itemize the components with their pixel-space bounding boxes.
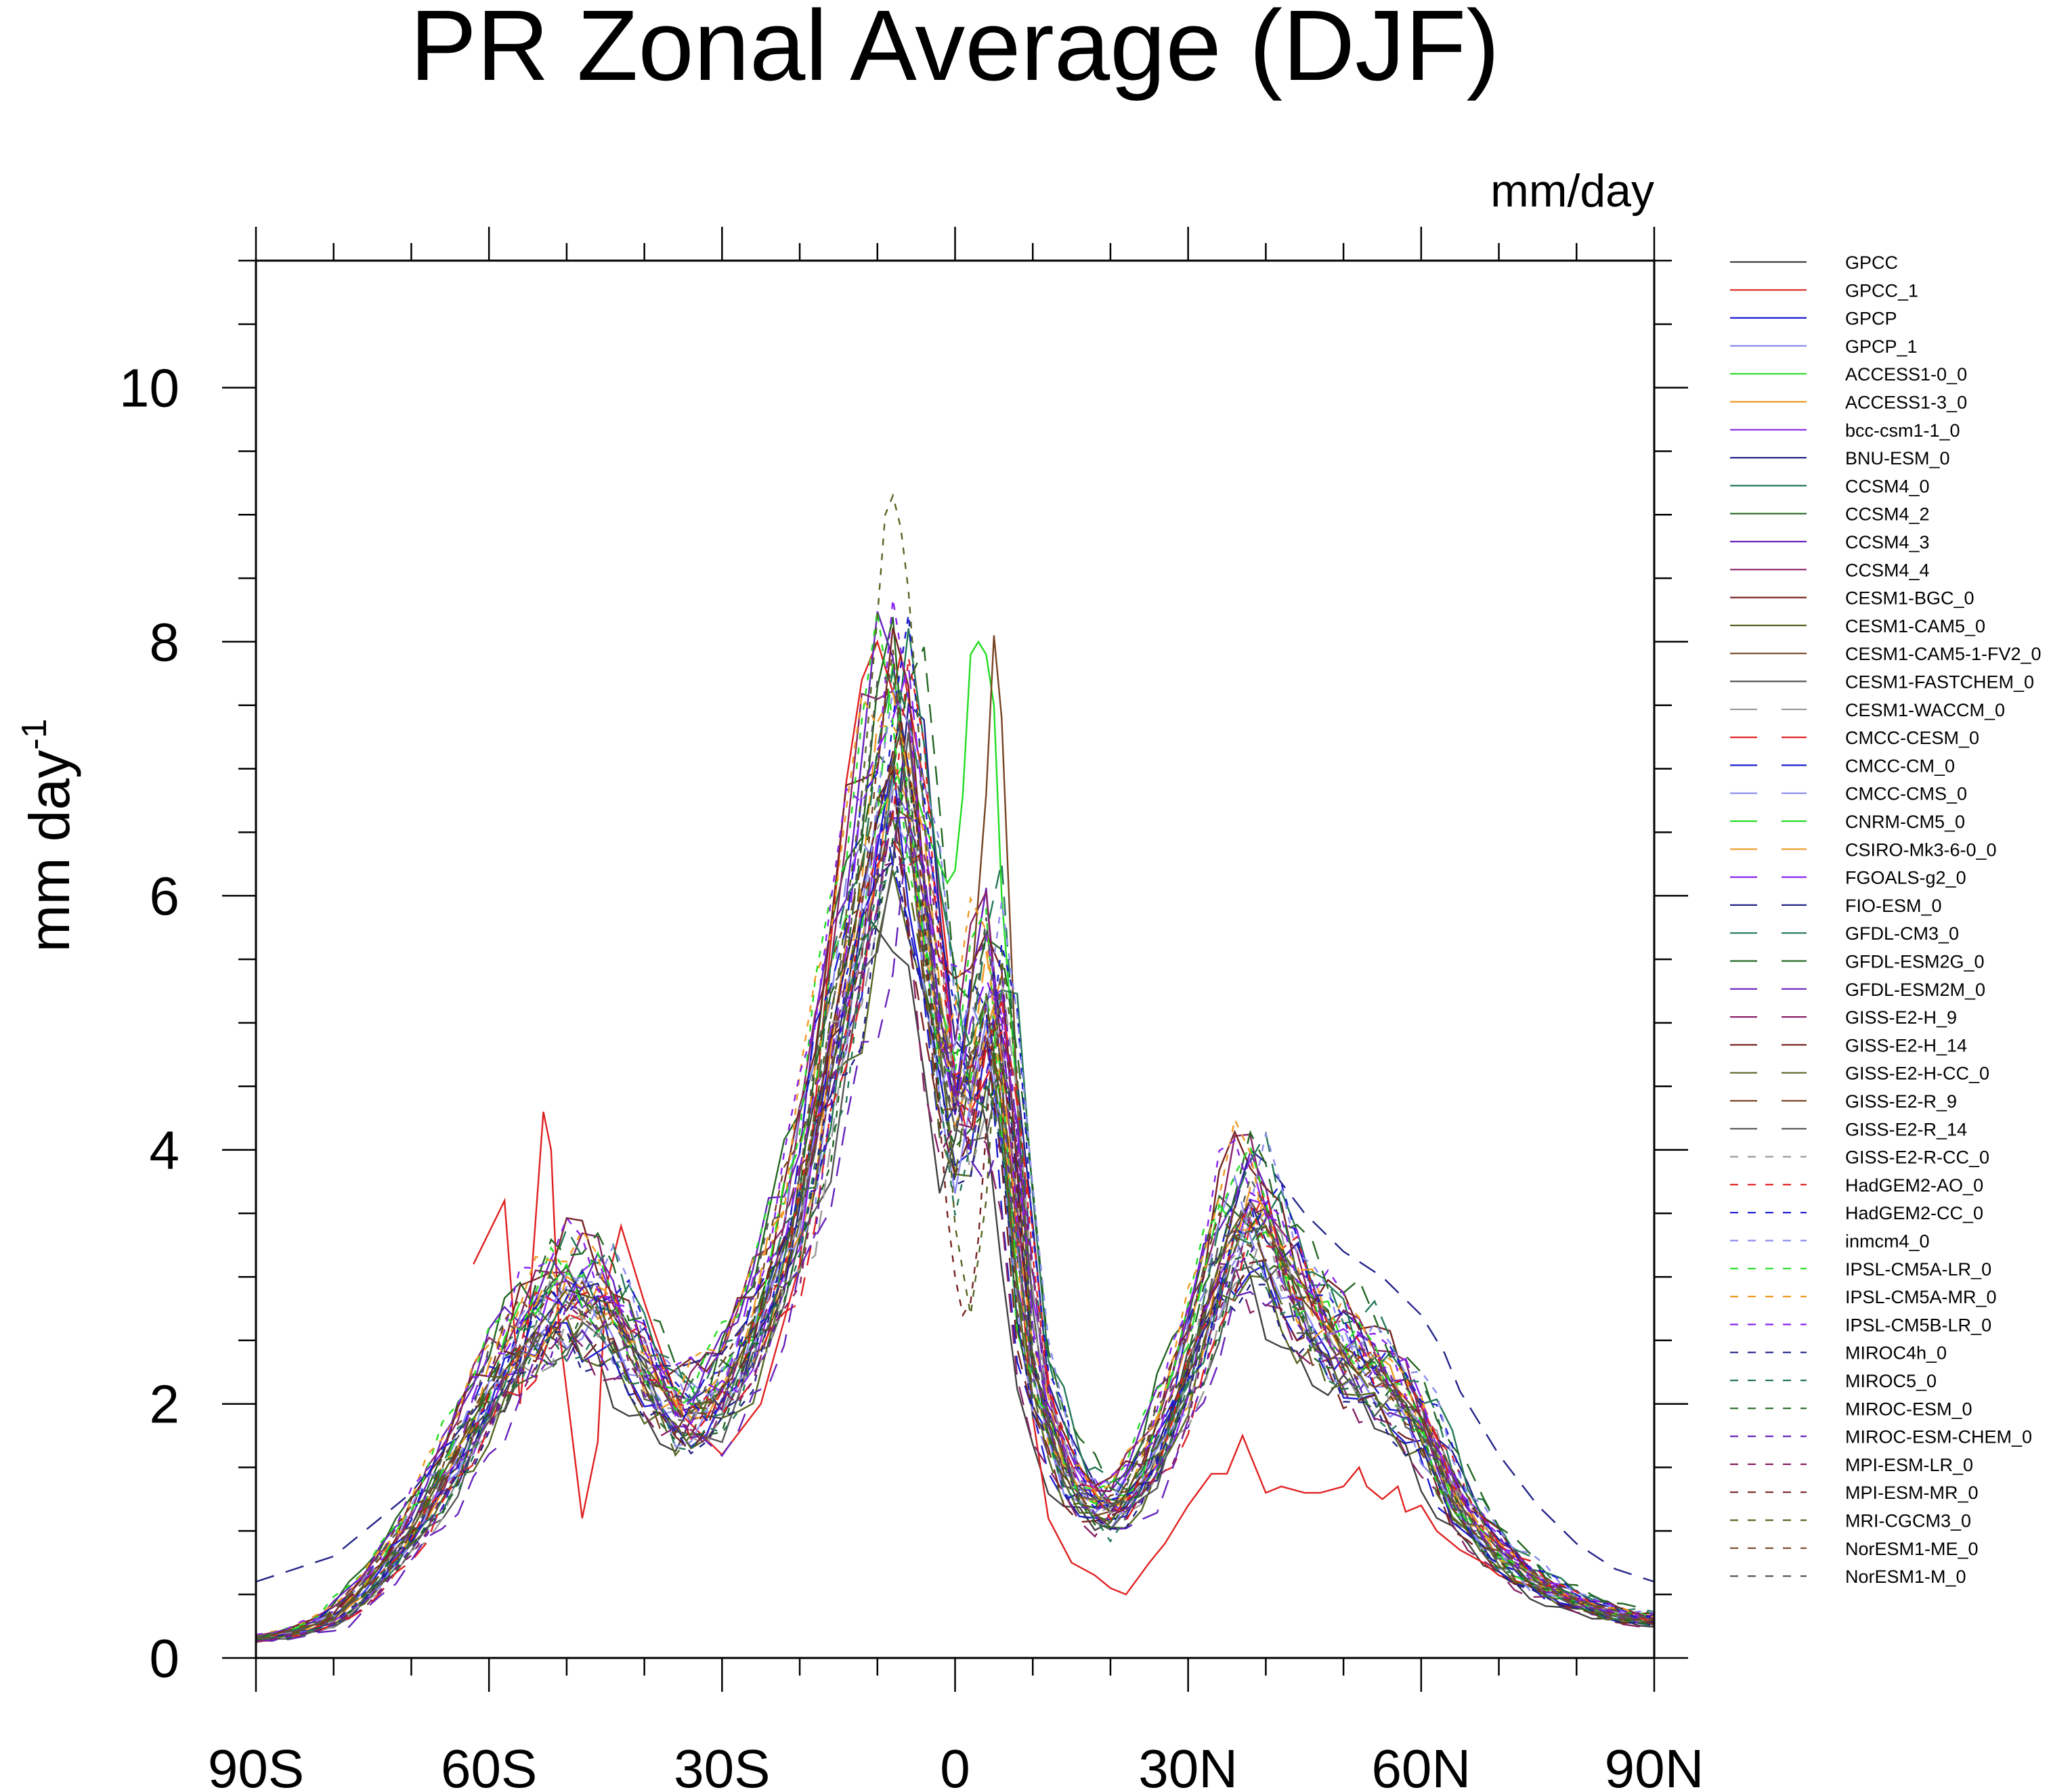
legend-label: CESM1-CAM5-1-FV2_0: [1845, 644, 2042, 664]
x-tick-label: 30N: [1138, 1739, 1238, 1792]
series-line-ipsl-cm5b-lr_0: [255, 598, 1655, 1636]
series-line-giss-e2-r_9: [255, 805, 1655, 1640]
legend-label: CNRM-CM5_0: [1845, 812, 1965, 832]
legend-label: MPI-ESM-LR_0: [1845, 1455, 1973, 1475]
legend-label: CESM1-BGC_0: [1845, 588, 1974, 609]
y-axis-label-group: mm day-1: [15, 719, 81, 953]
legend-label: HadGEM2-CC_0: [1845, 1203, 1983, 1223]
legend-label: MIROC-ESM-CHEM_0: [1845, 1427, 2032, 1447]
legend-label: CCSM4_3: [1845, 532, 1930, 552]
series-line-ccsm4_2: [255, 617, 1655, 1636]
legend-label: MPI-ESM-MR_0: [1845, 1483, 1979, 1503]
series-line-gpcc_1: [473, 639, 1655, 1621]
series-line-mri-cgcm3_0: [255, 493, 1655, 1640]
legend-label: NorESM1-M_0: [1845, 1567, 1966, 1587]
series-line-gfdl-esm2m_0: [255, 823, 1655, 1642]
y-axis-label-text: mm day: [18, 750, 81, 953]
legend-label: CESM1-FASTCHEM_0: [1845, 672, 2034, 693]
legend-label: CCSM4_4: [1845, 560, 1930, 580]
legend-label: CESM1-CAM5_0: [1845, 616, 1985, 636]
legend-label: GFDL-ESM2G_0: [1845, 952, 1985, 972]
series-line-cmcc-cms_0: [255, 778, 1655, 1638]
legend-label: BNU-ESM_0: [1845, 448, 1950, 468]
legend-label: inmcm4_0: [1845, 1231, 1930, 1252]
series-line-gpcp_1: [255, 810, 1655, 1641]
y-tick-label: 6: [150, 866, 180, 926]
legend-label: MIROC5_0: [1845, 1371, 1937, 1391]
x-tick-label: 60N: [1371, 1739, 1471, 1792]
series-line-ipsl-cm5a-lr_0: [255, 611, 1655, 1638]
series-line-giss-e2-h_14: [255, 767, 1655, 1641]
legend-label: CCSM4_0: [1845, 476, 1930, 496]
series-line-bcc-csm1-1_0: [255, 816, 1655, 1642]
series-line-miroc5_0: [255, 851, 1655, 1642]
legend-label: MIROC4h_0: [1845, 1343, 1947, 1363]
legend-label: CMCC-CESM_0: [1845, 728, 1979, 748]
x-tick-label: 90N: [1605, 1739, 1704, 1792]
series-line-cesm1-waccm_0: [255, 776, 1655, 1642]
y-axis-label-superscript: -1: [15, 719, 54, 750]
y-tick-label: 2: [150, 1374, 180, 1435]
legend-label: MIROC-ESM_0: [1845, 1399, 1972, 1419]
legend-label: CESM1-WACCM_0: [1845, 700, 2005, 720]
legend-label: FGOALS-g2_0: [1845, 868, 1966, 888]
x-tick-label: 0: [940, 1739, 970, 1792]
x-tick-label: 60S: [441, 1739, 537, 1792]
axis-ticks: [222, 227, 1688, 1692]
series-line-hadgem2-ao_0: [255, 657, 1655, 1639]
series-line-fgoals-g2_0: [255, 665, 1655, 1638]
series-line-gfdl-esm2g_0: [255, 647, 1655, 1639]
legend-label: CMCC-CMS_0: [1845, 784, 1967, 804]
y-tick-label: 8: [150, 612, 180, 672]
legend-label: CMCC-CM_0: [1845, 756, 1955, 776]
series-line-mpi-esm-mr_0: [255, 718, 1655, 1640]
legend-label: GISS-E2-H_14: [1845, 1035, 1967, 1055]
legend-label: NorESM1-ME_0: [1845, 1539, 1979, 1559]
legend-label: GISS-E2-R_9: [1845, 1091, 1957, 1112]
y-tick-label: 0: [150, 1628, 180, 1688]
legend-label: GPCP: [1845, 309, 1897, 329]
series-line-miroc4h_0: [255, 842, 1655, 1642]
y-axis-label: mm day-1: [15, 719, 81, 953]
series-line-noresm1-m_0: [255, 675, 1655, 1639]
legend-label: IPSL-CM5A-LR_0: [1845, 1259, 1991, 1280]
legend-label: GISS-E2-R_14: [1845, 1119, 1967, 1139]
legend-label: GISS-E2-H-CC_0: [1845, 1064, 1989, 1084]
legend-label: GFDL-CM3_0: [1845, 923, 1959, 944]
legend-label: ACCESS1-0_0: [1845, 364, 1967, 385]
series-lines: [255, 493, 1655, 1643]
chart-title: PR Zonal Average (DJF): [410, 0, 1499, 102]
legend-label: FIO-ESM_0: [1845, 896, 1942, 916]
series-line-cesm1-cam5_0: [255, 870, 1655, 1643]
legend-label: IPSL-CM5A-MR_0: [1845, 1287, 1997, 1307]
units-label: mm/day: [1490, 165, 1654, 217]
legend-label: GISS-E2-H_9: [1845, 1007, 1957, 1028]
series-line-giss-e2-h_9: [255, 810, 1655, 1639]
legend-label: GPCC_1: [1845, 280, 1918, 301]
legend-label: HadGEM2-AO_0: [1845, 1175, 1983, 1196]
legend-label: bcc-csm1-1_0: [1845, 420, 1960, 441]
y-tick-labels: 0 2 4 6 8 10: [119, 358, 179, 1688]
legend: GPCC GPCC_1 GPCP GPCP_1 ACCESS1-0_0 ACCESS1-3…: [1730, 253, 2042, 1587]
legend-label: MRI-CGCM3_0: [1845, 1511, 1971, 1531]
legend-label: GPCC: [1845, 253, 1898, 273]
series-line-giss-e2-r-cc_0: [255, 804, 1655, 1641]
legend-label: CSIRO-Mk3-6-0_0: [1845, 839, 1997, 860]
legend-label: IPSL-CM5B-LR_0: [1845, 1315, 1991, 1335]
legend-label: GFDL-ESM2M_0: [1845, 980, 1985, 1000]
series-line-cnrm-cm5_0: [255, 662, 1655, 1638]
y-tick-label: 4: [150, 1120, 180, 1180]
legend-label: CCSM4_2: [1845, 504, 1930, 525]
legend-label: GISS-E2-R-CC_0: [1845, 1148, 1989, 1168]
y-tick-label: 10: [119, 358, 179, 418]
series-line-hadgem2-cc_0: [255, 614, 1655, 1639]
legend-label: ACCESS1-3_0: [1845, 393, 1967, 413]
legend-label: GPCP_1: [1845, 336, 1918, 357]
series-line-noresm1-me_0: [255, 649, 1655, 1638]
x-tick-label: 90S: [208, 1739, 304, 1792]
x-tick-label: 30S: [674, 1739, 770, 1792]
x-tick-labels: 90S 60S 30S 0 30N 60N 90N: [208, 1739, 1704, 1792]
